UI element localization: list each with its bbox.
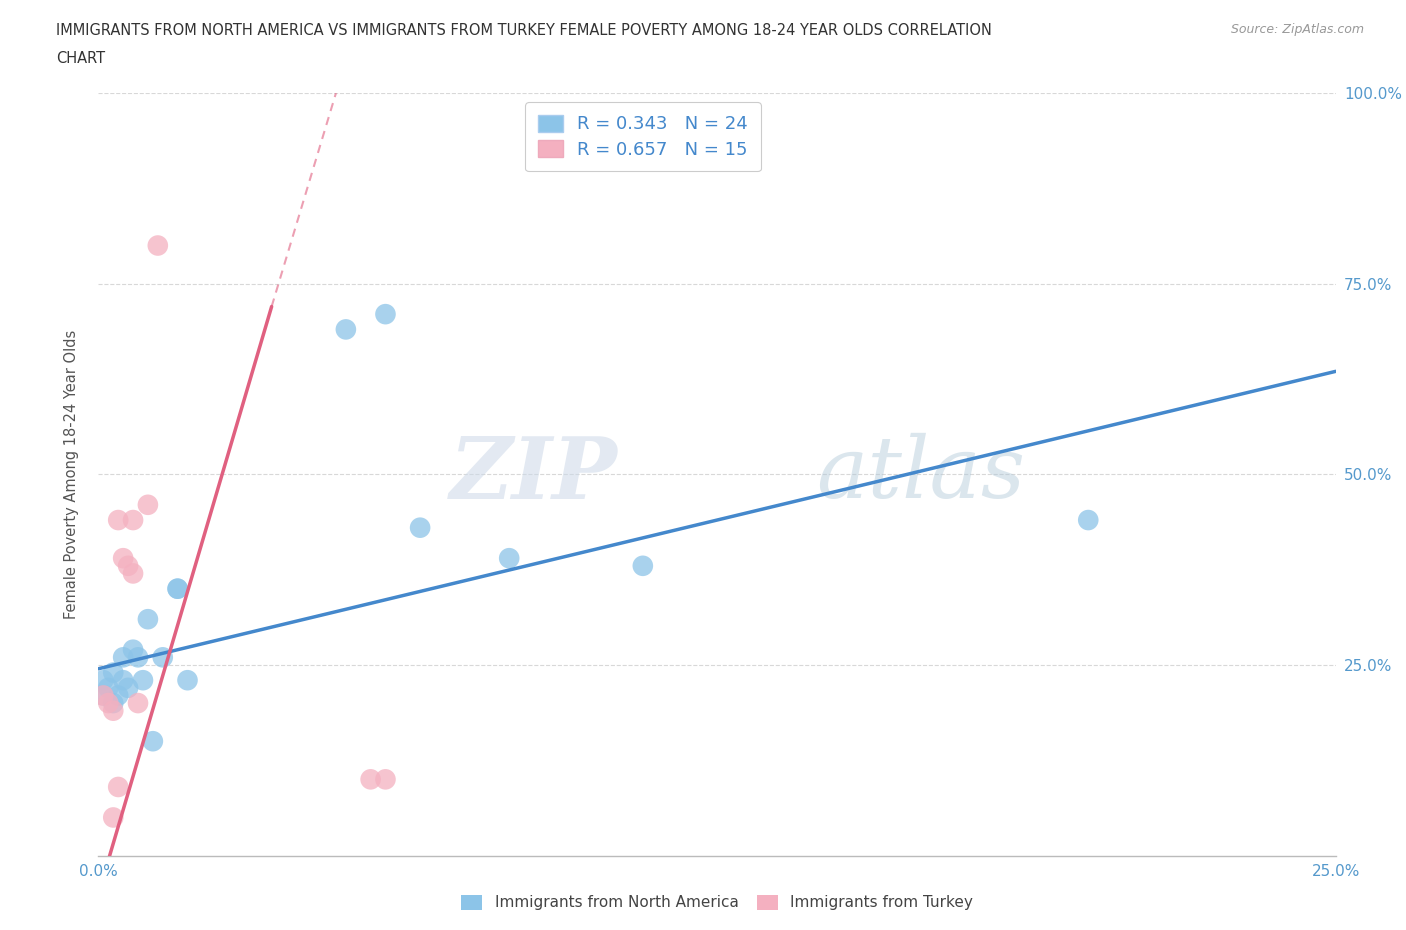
Point — [132, 672, 155, 687]
Point — [93, 688, 115, 703]
Point — [122, 512, 145, 527]
Point — [122, 643, 145, 658]
Point — [335, 322, 357, 337]
Point — [103, 703, 125, 718]
Point — [127, 650, 149, 665]
Point — [112, 672, 135, 687]
Point — [103, 696, 125, 711]
Y-axis label: Female Poverty Among 18-24 Year Olds: Female Poverty Among 18-24 Year Olds — [65, 329, 79, 619]
Point — [360, 772, 382, 787]
Point — [112, 551, 135, 565]
Text: ZIP: ZIP — [450, 432, 619, 516]
Point — [152, 650, 174, 665]
Legend: Immigrants from North America, Immigrants from Turkey: Immigrants from North America, Immigrant… — [454, 889, 980, 917]
Point — [136, 498, 159, 512]
Point — [166, 581, 188, 596]
Point — [93, 688, 115, 703]
Point — [142, 734, 165, 749]
Point — [146, 238, 169, 253]
Point — [176, 672, 198, 687]
Point — [498, 551, 520, 565]
Point — [112, 650, 135, 665]
Point — [103, 665, 125, 680]
Point — [409, 520, 432, 535]
Point — [166, 581, 188, 596]
Text: CHART: CHART — [56, 51, 105, 66]
Point — [97, 681, 120, 696]
Point — [107, 512, 129, 527]
Point — [107, 688, 129, 703]
Point — [117, 681, 139, 696]
Point — [127, 696, 149, 711]
Point — [374, 307, 396, 322]
Point — [631, 558, 654, 573]
Point — [122, 566, 145, 581]
Point — [136, 612, 159, 627]
Point — [93, 672, 115, 687]
Point — [117, 558, 139, 573]
Point — [1077, 512, 1099, 527]
Text: atlas: atlas — [815, 433, 1025, 515]
Text: IMMIGRANTS FROM NORTH AMERICA VS IMMIGRANTS FROM TURKEY FEMALE POVERTY AMONG 18-: IMMIGRANTS FROM NORTH AMERICA VS IMMIGRA… — [56, 23, 993, 38]
Point — [97, 696, 120, 711]
Text: Source: ZipAtlas.com: Source: ZipAtlas.com — [1230, 23, 1364, 36]
Point — [107, 779, 129, 794]
Point — [374, 772, 396, 787]
Point — [103, 810, 125, 825]
